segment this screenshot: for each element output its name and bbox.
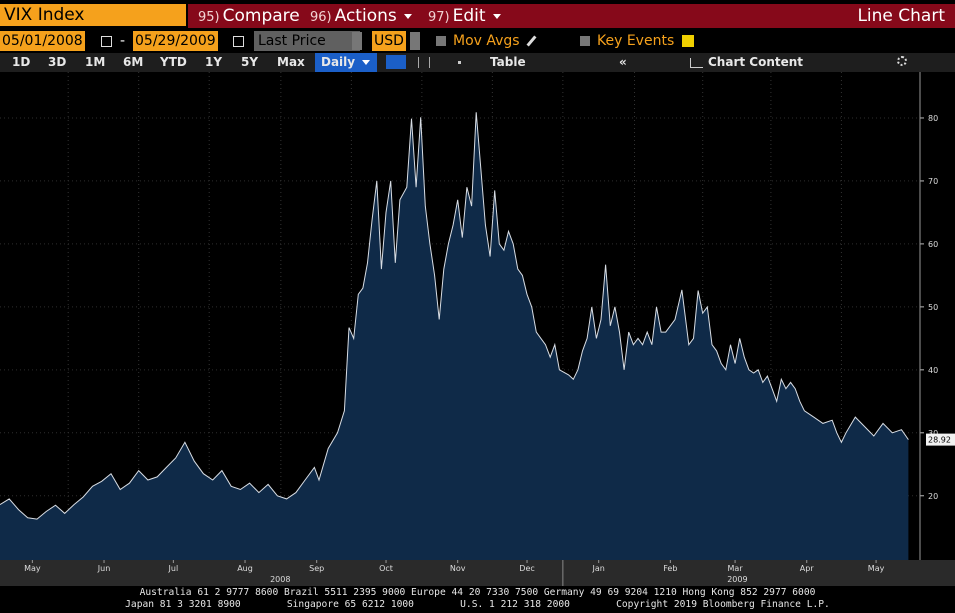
x-tick-label: Feb — [663, 564, 677, 573]
period-button[interactable]: 1D — [12, 55, 31, 69]
key-events-label[interactable]: Key Events — [597, 33, 675, 49]
x-tick-label: Dec — [519, 564, 534, 573]
x-tick-label: Oct — [379, 564, 393, 573]
period-button[interactable]: 1Y — [205, 55, 223, 69]
x-tick-label: Jun — [97, 564, 111, 573]
checkbox[interactable] — [436, 36, 446, 46]
toolbar — [0, 53, 955, 72]
year-label: 2008 — [270, 575, 290, 584]
dropdown-arrow — [492, 13, 501, 19]
footer-line: Japan 81 3 3201 8900 Singapore 65 6212 1… — [125, 599, 830, 610]
dropdown-arrow — [403, 13, 412, 19]
footer-line: Australia 61 2 9777 8600 Brazil 5511 239… — [139, 587, 816, 598]
y-tick-label: 20 — [928, 492, 938, 501]
date-separator: - — [120, 33, 126, 49]
settings-icon[interactable] — [897, 56, 907, 66]
end-date[interactable]: 05/29/2009 — [133, 31, 218, 51]
period-button[interactable]: 6M — [123, 55, 144, 69]
dropdown-button[interactable] — [352, 32, 362, 50]
area-fill — [0, 112, 909, 561]
menu-label: Compare — [222, 6, 300, 26]
x-axis-band — [0, 560, 955, 586]
info-icon[interactable] — [682, 35, 694, 47]
menu-item[interactable]: 97) Edit — [428, 4, 501, 28]
period-button[interactable]: 3D — [48, 55, 67, 69]
ticker-field[interactable]: VIX Index — [0, 4, 186, 26]
period-button[interactable]: 1M — [85, 55, 106, 69]
menu-key: 95) — [198, 10, 220, 25]
price-line — [0, 112, 909, 520]
y-tick-label: 80 — [928, 114, 938, 123]
chart: 20 30 40 50 60 70 80 28.92 May Jun Jul Aug Sep Oct Nov… — [0, 72, 955, 586]
y-tick-label: 40 — [928, 366, 938, 375]
y-tick-label: 50 — [928, 303, 938, 312]
calendar-icon[interactable] — [101, 36, 112, 47]
period-button[interactable]: 5Y — [241, 55, 259, 69]
currency-select[interactable]: USD — [372, 31, 406, 51]
menu-bar: 95) Compare 96) Actions 97) Edit Line Chart — [188, 4, 955, 28]
y-tick-label: 70 — [928, 177, 938, 186]
frequency-select[interactable]: Daily — [315, 53, 377, 72]
x-tick-label: Aug — [237, 564, 253, 573]
chart-content-button[interactable]: Chart Content — [708, 55, 804, 69]
view-name: Line Chart — [857, 6, 945, 26]
frequency-label: Daily — [321, 55, 356, 69]
x-tick-label: Jan — [592, 564, 605, 573]
y-tick-label: 30 — [928, 429, 938, 438]
x-tick-label: Mar — [728, 564, 744, 573]
start-date[interactable]: 05/01/2008 — [0, 31, 85, 51]
menu-item[interactable]: 95) Compare — [198, 4, 300, 28]
x-tick-label: Jul — [168, 564, 179, 573]
x-tick-label: Sep — [309, 564, 324, 573]
y-tick-label: 60 — [928, 240, 938, 249]
menu-label: Edit — [452, 6, 486, 26]
pencil-icon[interactable] — [526, 35, 537, 47]
table-button[interactable]: Table — [490, 55, 526, 69]
x-tick-label: May — [868, 564, 885, 573]
mov-avgs-label[interactable]: Mov Avgs — [453, 33, 520, 49]
x-tick-label: May — [24, 564, 41, 573]
menu-item[interactable]: 96) Actions — [310, 4, 412, 28]
bar-chart-icon[interactable] — [418, 57, 430, 68]
calendar-icon[interactable] — [233, 36, 244, 47]
more-icon[interactable] — [458, 61, 461, 64]
collapse-button[interactable]: « — [619, 55, 627, 69]
dropdown-button[interactable] — [410, 32, 420, 50]
x-tick-label: Apr — [800, 564, 815, 573]
line-chart-icon[interactable] — [386, 55, 406, 69]
menu-key: 97) — [428, 10, 450, 25]
menu-label: Actions — [334, 6, 397, 26]
chart-content-icon[interactable] — [690, 58, 703, 68]
last-value-label: 28.92 — [928, 436, 951, 445]
checkbox[interactable] — [580, 36, 590, 46]
period-button[interactable]: YTD — [160, 55, 187, 69]
dropdown-arrow — [362, 60, 371, 65]
period-button[interactable]: Max — [277, 55, 305, 69]
last-value-box — [926, 433, 955, 446]
menu-key: 96) — [310, 10, 332, 25]
year-label: 2009 — [727, 575, 747, 584]
x-tick-label: Nov — [450, 564, 466, 573]
field-select[interactable]: Last Price — [254, 31, 360, 51]
